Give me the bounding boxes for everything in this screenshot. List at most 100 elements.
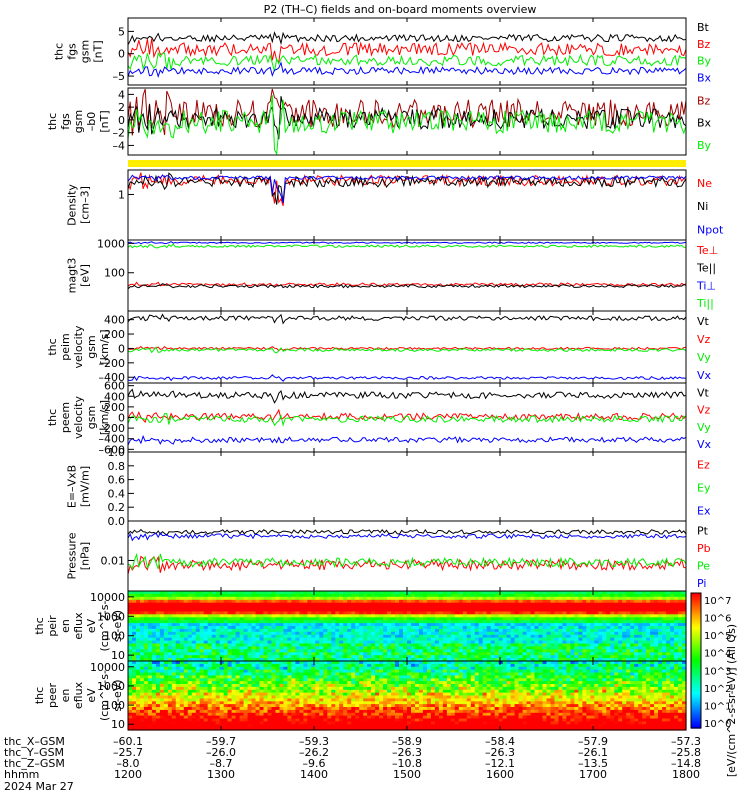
heatmap-cell	[622, 631, 627, 636]
heatmap-cell	[578, 623, 583, 627]
heatmap-cell	[183, 684, 189, 688]
heatmap-cell	[562, 643, 567, 647]
heatmap-cell	[335, 602, 340, 607]
heatmap-cell	[670, 617, 675, 621]
heatmap-cell	[179, 718, 185, 722]
heatmap-cell	[136, 626, 141, 630]
heatmap-cell	[315, 678, 320, 682]
heatmap-cell	[570, 626, 575, 630]
heatmap-cell	[422, 599, 428, 604]
heatmap-cell	[327, 649, 332, 653]
heatmap-cell	[339, 602, 344, 607]
heatmap-cell	[303, 652, 308, 656]
heatmap-cell	[259, 614, 265, 618]
heatmap-cell	[219, 617, 225, 621]
heatmap-cell	[207, 689, 213, 694]
heatmap-cell	[466, 599, 472, 604]
heatmap-cell	[132, 637, 137, 642]
heatmap-cell	[622, 646, 627, 650]
heatmap-cell	[323, 692, 328, 697]
heatmap-cell	[136, 591, 141, 595]
heatmap-cell	[343, 715, 348, 720]
heatmap-cell	[638, 652, 643, 656]
heatmap-cell	[136, 602, 141, 607]
heatmap-cell	[167, 721, 173, 725]
heatmap-cell	[159, 611, 165, 615]
heatmap-cell	[506, 628, 512, 633]
heatmap-cell	[506, 614, 512, 618]
heatmap-cell	[383, 608, 388, 612]
heatmap-cell	[215, 611, 221, 615]
heatmap-cell	[375, 628, 380, 633]
heatmap-cell	[227, 709, 233, 714]
heatmap-cell	[642, 596, 647, 601]
heatmap-cell	[430, 658, 436, 662]
heatmap-cell	[674, 614, 679, 618]
heatmap-cell	[219, 721, 225, 725]
heatmap-cell	[415, 620, 420, 624]
heatmap-cell	[426, 634, 432, 639]
heatmap-cell	[143, 718, 149, 722]
heatmap-cell	[622, 626, 627, 630]
heatmap-cell	[275, 661, 281, 665]
heatmap-cell	[151, 678, 157, 682]
heatmap-cell	[391, 611, 396, 615]
heatmap-cell	[303, 709, 308, 714]
heatmap-cell	[323, 666, 328, 671]
heatmap-cell	[235, 614, 241, 618]
heatmap-cell	[542, 649, 548, 653]
heatmap-cell	[391, 591, 396, 595]
heatmap-cell	[231, 637, 237, 642]
heatmap-cell	[434, 617, 440, 621]
heatmap-cell	[159, 704, 165, 708]
heatmap-cell	[347, 649, 352, 653]
heatmap-cell	[450, 591, 456, 595]
heatmap-cell	[299, 698, 304, 702]
heatmap-cell	[327, 646, 332, 650]
heatmap-cell	[291, 658, 296, 662]
heatmap-cell	[179, 681, 185, 685]
heatmap-cell	[287, 672, 292, 676]
heatmap-cell	[151, 608, 157, 612]
heatmap-cell	[271, 599, 277, 604]
heatmap-cell	[155, 698, 161, 702]
heatmap-cell	[136, 698, 141, 702]
heatmap-cell	[263, 686, 269, 691]
heatmap-cell	[462, 623, 468, 627]
heatmap-cell	[430, 605, 436, 610]
heatmap-cell	[191, 649, 197, 653]
heatmap-cell	[155, 655, 161, 659]
heatmap-cell	[474, 631, 480, 636]
heatmap-cell	[151, 663, 157, 668]
y-tick-label: 200	[104, 328, 125, 341]
heatmap-cell	[474, 649, 480, 653]
heatmap-cell	[235, 678, 241, 682]
heatmap-cell	[167, 631, 173, 636]
heatmap-cell	[558, 646, 564, 650]
heatmap-cell	[630, 605, 635, 610]
heatmap-cell	[191, 672, 197, 676]
heatmap-cell	[682, 637, 687, 642]
heatmap-cell	[403, 646, 408, 650]
heatmap-cell	[167, 695, 173, 699]
heatmap-cell	[522, 620, 528, 624]
heatmap-cell	[155, 681, 161, 685]
heatmap-cell	[159, 675, 165, 679]
heatmap-cell	[279, 602, 285, 607]
heatmap-cell	[538, 637, 544, 642]
heatmap-cell	[375, 602, 380, 607]
heatmap-cell	[267, 675, 273, 679]
heatmap-cell	[287, 658, 292, 662]
heatmap-cell	[239, 643, 245, 647]
heatmap-cell	[175, 591, 181, 595]
heatmap-cell	[610, 649, 615, 653]
heatmap-cell	[407, 605, 412, 610]
heatmap-cell	[530, 591, 536, 595]
heatmap-cell	[231, 669, 237, 674]
heatmap-cell	[510, 637, 516, 642]
heatmap-cell	[307, 684, 312, 688]
heatmap-cell	[335, 718, 340, 722]
heatmap-cell	[383, 652, 388, 656]
heatmap-cell	[132, 701, 137, 705]
